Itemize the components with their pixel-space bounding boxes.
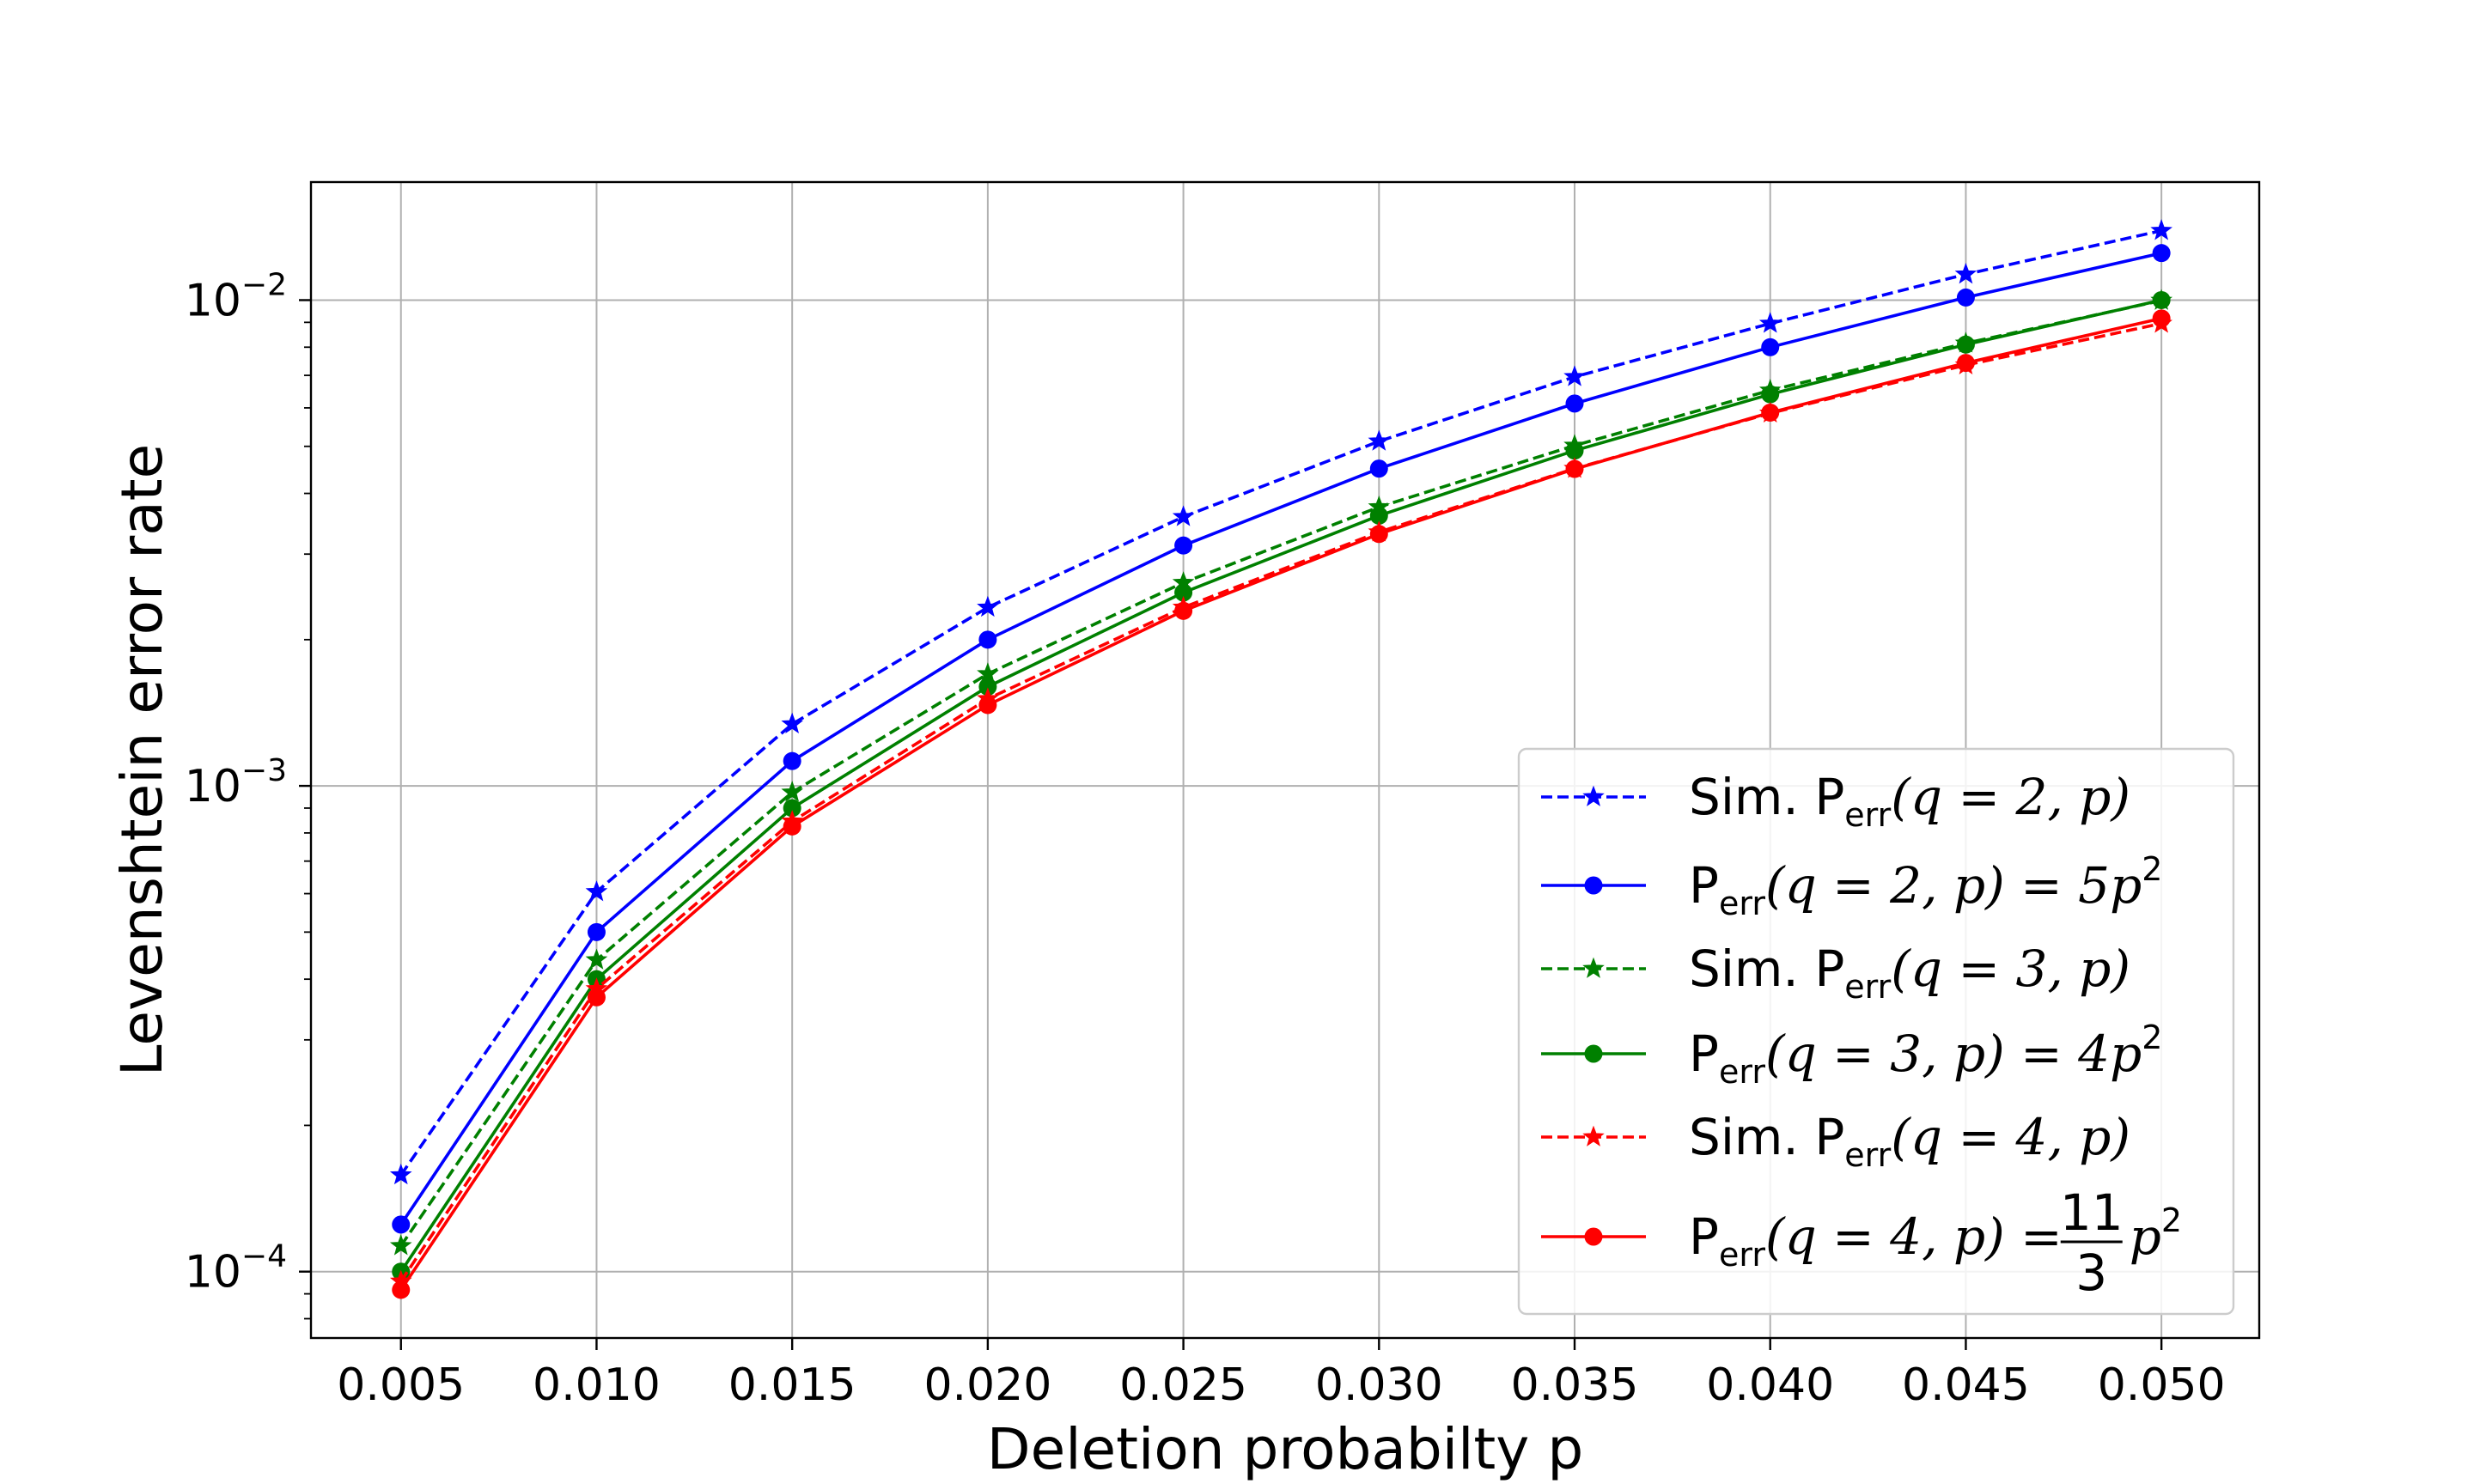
legend-entry: Sim. Perr(q = 2, p) xyxy=(1541,768,2130,834)
axis-ticks: 0.005 0.010 0.015 0.020 0.025 0.030 0.035 0.040… xyxy=(185,267,2226,1411)
legend-fraction: 113 xyxy=(2060,1183,2124,1302)
y-tick-exponent: −4 xyxy=(241,1239,287,1274)
legend-label: Sim. Perr(q = 2, p) xyxy=(1689,768,2130,834)
legend-box xyxy=(1517,747,2235,1316)
data-point xyxy=(585,948,608,970)
fraction-numerator: 11 xyxy=(2060,1183,2124,1242)
series-2 xyxy=(392,244,2171,1234)
data-point xyxy=(781,781,803,802)
legend-marker xyxy=(1584,1227,1603,1246)
series-1 xyxy=(389,219,2172,1185)
data-point xyxy=(2152,309,2171,328)
data-point xyxy=(389,1234,412,1256)
data-point xyxy=(1563,365,1586,386)
legend-entry: Sim. Perr(q = 3, p) xyxy=(1541,940,2130,1006)
data-point xyxy=(1369,506,1388,525)
data-point xyxy=(1761,385,1780,404)
legend-label-tail: p2 xyxy=(2130,1201,2182,1266)
data-point xyxy=(389,1163,412,1185)
plot-frame xyxy=(309,180,2261,1340)
y-tick-base: 10 xyxy=(185,1247,241,1298)
data-point xyxy=(587,988,606,1007)
x-tick-label: 0.040 xyxy=(1706,1359,1834,1411)
series-layer xyxy=(389,219,2172,1299)
data-point xyxy=(1956,288,1975,307)
data-point xyxy=(1174,536,1193,555)
legend-entry: Perr(q = 3, p) = 4p2 xyxy=(1541,1019,2162,1091)
data-point xyxy=(783,751,801,770)
data-point xyxy=(585,880,608,902)
data-point xyxy=(1565,459,1584,478)
data-point xyxy=(1174,583,1193,602)
legend-label: Perr(q = 3, p) = 4p2 xyxy=(1689,1019,2162,1091)
data-point xyxy=(1174,601,1193,620)
legend-marker xyxy=(1582,957,1605,978)
series-line xyxy=(399,299,2162,1247)
x-tick-label: 0.005 xyxy=(337,1359,465,1411)
series-line xyxy=(399,251,2162,1226)
y-tick-label: 10−4 xyxy=(185,1239,287,1298)
y-tick-base: 10 xyxy=(185,761,241,812)
data-point xyxy=(1565,441,1584,460)
legend-marker xyxy=(1584,1044,1603,1063)
data-point xyxy=(977,595,999,617)
legend-label: Sim. Perr(q = 4, p) xyxy=(1689,1108,2130,1174)
series-line xyxy=(399,298,2162,1273)
data-point xyxy=(978,678,997,696)
data-point xyxy=(781,712,803,734)
data-point xyxy=(1761,338,1780,356)
legend-marker xyxy=(1582,785,1605,806)
y-tick-exponent: −2 xyxy=(241,267,287,302)
y-axis-label: Levenshtein error rate xyxy=(109,444,175,1076)
x-tick-label: 0.010 xyxy=(533,1359,661,1411)
legend-entry: Sim. Perr(q = 4, p) xyxy=(1541,1108,2130,1174)
legend-label: Perr(q = 4, p) = xyxy=(1689,1207,2063,1274)
data-point xyxy=(1758,312,1782,333)
y-tick-exponent: −3 xyxy=(241,753,287,788)
data-point xyxy=(1565,394,1584,413)
y-tick-base: 10 xyxy=(185,275,241,326)
legend-label: Sim. Perr(q = 3, p) xyxy=(1689,940,2130,1006)
data-point xyxy=(1172,505,1195,526)
data-point xyxy=(392,1215,411,1234)
x-tick-label: 0.045 xyxy=(1902,1359,2030,1411)
x-tick-label: 0.030 xyxy=(1315,1359,1443,1411)
x-tick-label: 0.020 xyxy=(923,1359,1051,1411)
data-point xyxy=(978,630,997,649)
data-point xyxy=(783,817,801,836)
legend-marker xyxy=(1582,1125,1605,1146)
legend-label: Perr(q = 2, p) = 5p2 xyxy=(1689,850,2162,922)
x-axis-label: Deletion probabilty p xyxy=(987,1416,1583,1482)
series-line xyxy=(399,228,2162,1177)
legend-entry: Perr(q = 2, p) = 5p2 xyxy=(1541,850,2162,922)
data-point xyxy=(1954,262,1977,284)
y-tick-label: 10−2 xyxy=(185,267,287,326)
data-point xyxy=(2152,244,2171,263)
legend-marker xyxy=(1584,876,1603,895)
legend: Sim. Perr(q = 2, p) Perr(q = 2, p) = 5p2 S… xyxy=(1517,747,2235,1316)
data-point xyxy=(1956,335,1975,354)
data-point xyxy=(392,1280,411,1299)
series-6 xyxy=(392,309,2171,1299)
y-tick-label: 10−3 xyxy=(185,753,287,812)
data-point xyxy=(783,799,801,818)
x-tick-label: 0.035 xyxy=(1511,1359,1639,1411)
data-point xyxy=(2150,219,2172,240)
data-point xyxy=(1369,459,1388,478)
data-point xyxy=(1368,429,1391,451)
data-point xyxy=(978,696,997,715)
x-tick-label: 0.015 xyxy=(728,1359,856,1411)
series-line xyxy=(399,321,2162,1283)
data-point xyxy=(1956,354,1975,373)
series-line xyxy=(399,317,2162,1292)
fraction-denominator: 3 xyxy=(2075,1244,2107,1302)
data-point xyxy=(1761,403,1780,422)
x-tick-label: 0.050 xyxy=(2098,1359,2226,1411)
data-point xyxy=(1369,525,1388,544)
x-tick-label: 0.025 xyxy=(1119,1359,1247,1411)
data-point xyxy=(2152,290,2171,309)
data-point xyxy=(587,922,606,941)
